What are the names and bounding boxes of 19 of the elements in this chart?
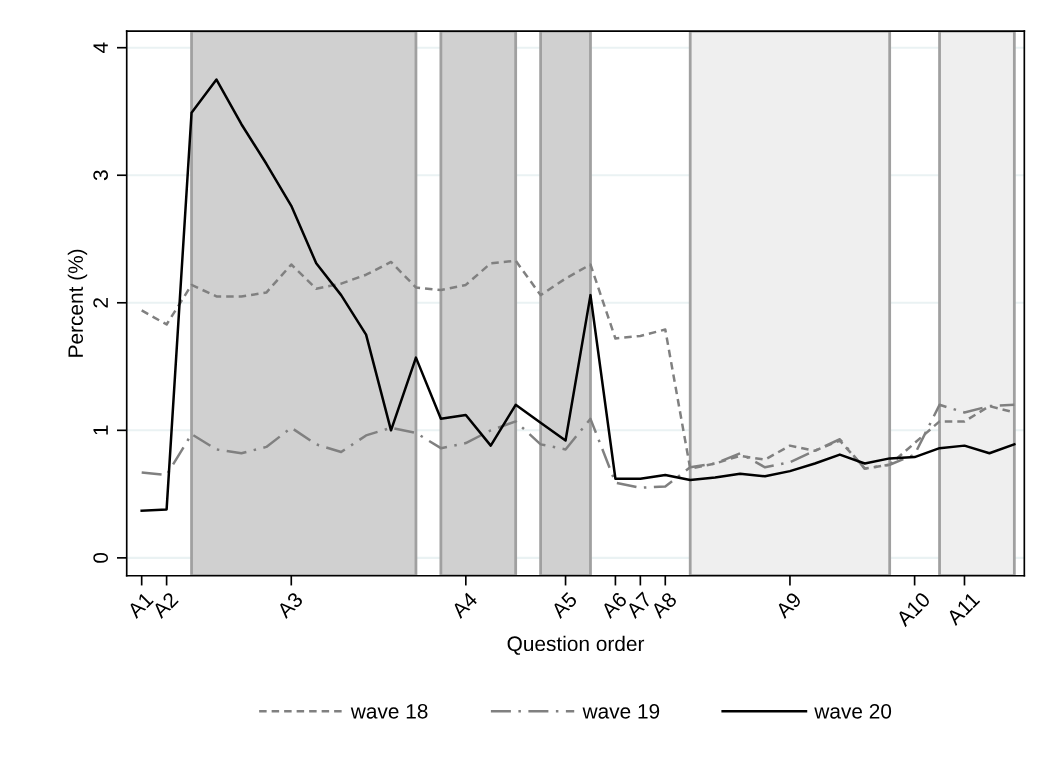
x-tick-label: A1 — [126, 591, 154, 619]
legend-label: wave 19 — [582, 703, 660, 719]
x-tick-label: A6 — [599, 591, 628, 620]
x-tick-label: A9 — [774, 591, 803, 620]
y-tick-label: 4 — [93, 42, 108, 54]
y-axis-title: Percent (%) — [67, 249, 88, 357]
x-axis-title: Question order — [507, 635, 645, 655]
y-tick-label: 1 — [93, 425, 108, 435]
y-tick-label: 0 — [93, 552, 109, 563]
y-tick-label: 2 — [93, 298, 108, 308]
legend-label: wave 18 — [350, 703, 428, 719]
x-tick-label: A11 — [945, 591, 981, 627]
x-tick-label: A4 — [450, 591, 479, 619]
x-tick-label: A5 — [550, 591, 578, 620]
x-tick-label: A10 — [895, 591, 932, 628]
x-tick-label: A3 — [275, 591, 304, 620]
line-series — [140, 78, 1016, 512]
y-tick-label: 3 — [93, 170, 109, 181]
legend-label: wave 20 — [814, 703, 892, 719]
